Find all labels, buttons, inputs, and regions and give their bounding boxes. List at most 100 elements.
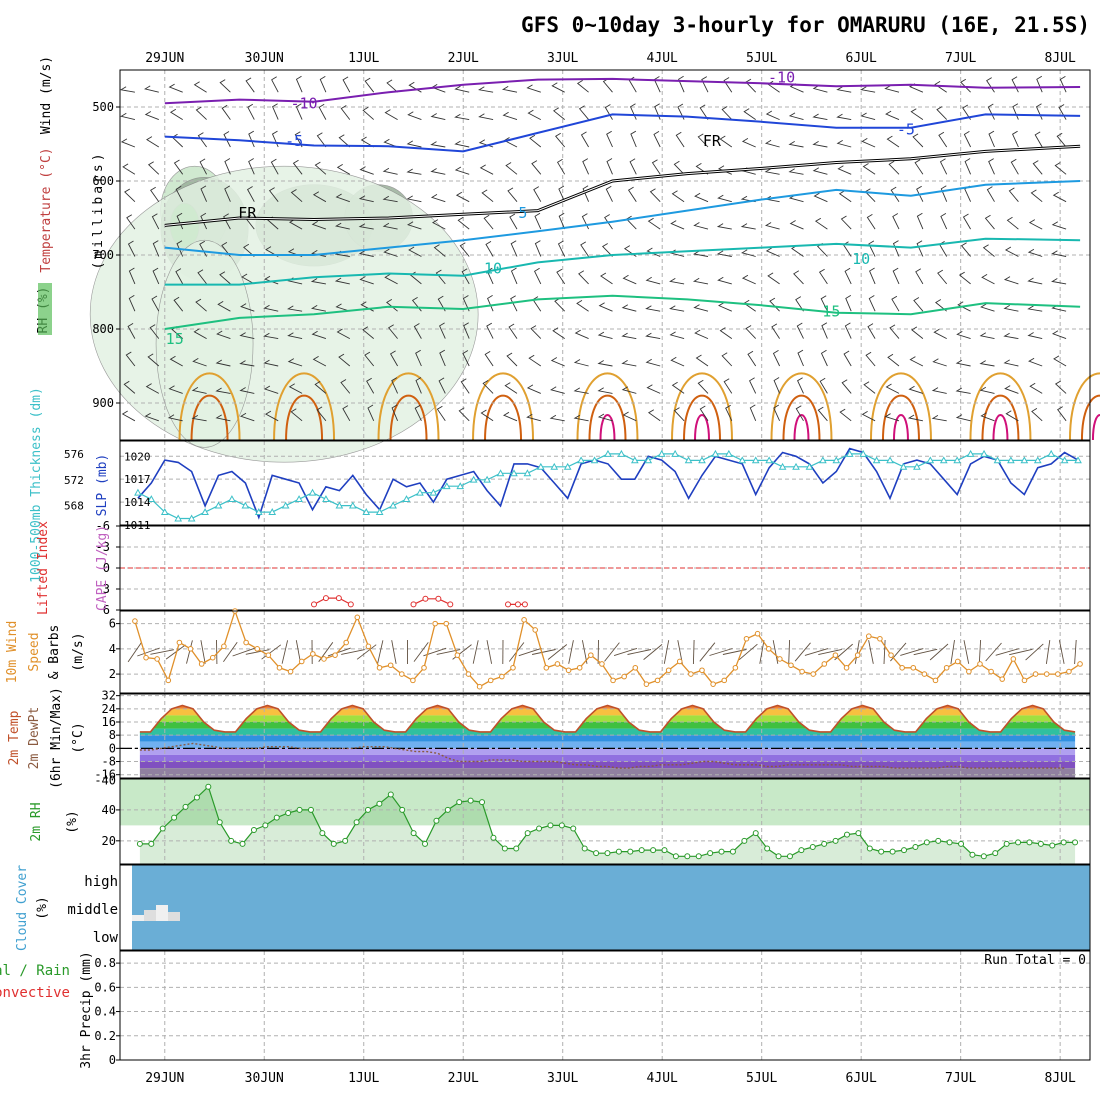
li-line xyxy=(413,598,451,605)
wind-speed-marker xyxy=(954,658,961,665)
temp-band xyxy=(139,735,1076,742)
thickness-marker xyxy=(604,449,612,457)
wind-barb xyxy=(749,404,757,421)
wind-barb-10m xyxy=(788,639,791,665)
rh-marker xyxy=(593,850,600,857)
wind-barb-10m xyxy=(890,642,907,662)
wind-barb xyxy=(122,163,136,175)
wind-barb xyxy=(462,350,470,367)
wind-barb xyxy=(462,295,470,312)
rh-marker xyxy=(353,819,360,826)
wind-barb xyxy=(821,322,828,339)
thickness-marker xyxy=(295,495,303,503)
cape-contour-inner xyxy=(190,394,229,441)
wind-barb xyxy=(764,222,780,230)
rh-units: (%) xyxy=(65,810,80,833)
wind-barb xyxy=(415,377,422,394)
wind-barb xyxy=(962,213,971,230)
cape-contour-outer xyxy=(472,372,535,441)
wind-barb xyxy=(287,332,303,340)
wind-speed-marker xyxy=(387,662,394,669)
contour-label: -10 xyxy=(768,69,795,87)
wind-barb xyxy=(248,130,255,148)
wind-barb xyxy=(955,414,971,422)
rh-marker xyxy=(992,850,999,857)
cape-contour-core xyxy=(793,414,810,441)
wind-speed-marker xyxy=(1010,656,1017,662)
wind-speed-marker xyxy=(732,664,739,671)
contour-label: -5 xyxy=(285,132,303,150)
wind-barb xyxy=(311,250,327,257)
rh-marker xyxy=(364,806,371,813)
wind-barb xyxy=(1028,219,1043,230)
wind-barb xyxy=(693,222,709,230)
contour-label: FR xyxy=(238,204,257,222)
wind-barb xyxy=(772,350,781,367)
wind-barb-10m xyxy=(604,642,620,662)
wind-barb xyxy=(555,132,566,148)
wind-barb xyxy=(221,104,231,120)
isotherm-10 xyxy=(164,237,1081,286)
temp-band xyxy=(139,741,1076,749)
wind-barb xyxy=(125,351,136,367)
wind-barb xyxy=(962,104,971,120)
wind-barb xyxy=(336,328,351,339)
wind-barb xyxy=(144,111,159,121)
thickness-marker xyxy=(993,456,1002,464)
wind-barb xyxy=(606,158,613,175)
wind-barb xyxy=(1036,75,1043,93)
wind-barb xyxy=(127,323,136,339)
rh-marker xyxy=(296,806,303,813)
wind-barb xyxy=(988,130,995,148)
thickness-marker xyxy=(1007,456,1015,464)
cape-contour-core xyxy=(992,414,1009,441)
precip-tick-label: 0.2 xyxy=(94,1029,116,1043)
wind-barb xyxy=(167,414,183,422)
thickness-marker xyxy=(254,508,263,515)
wind-barb xyxy=(383,248,398,257)
cloud-middle-patch xyxy=(168,912,180,921)
wind-barb xyxy=(362,326,374,339)
wind-barb xyxy=(695,354,709,367)
rh-marker xyxy=(958,840,965,847)
wind-barb xyxy=(338,134,351,148)
wind-speed-marker xyxy=(610,677,616,684)
wind-barb xyxy=(621,386,637,394)
pressure-tick-label: 800 xyxy=(92,322,114,336)
thickness-marker xyxy=(590,456,599,464)
rh-marker xyxy=(1003,840,1010,847)
wind-barb xyxy=(939,158,948,175)
rh-marker xyxy=(262,822,269,829)
wind-barb xyxy=(747,350,757,367)
cloud-level-label: middle xyxy=(67,902,118,918)
wind-barb-10m xyxy=(452,644,472,660)
wind-barb xyxy=(839,408,852,422)
cape-contour-outer xyxy=(671,372,733,441)
wind-barb xyxy=(128,295,136,312)
wind-barb xyxy=(582,158,590,175)
wind-barb xyxy=(673,160,685,175)
thickness-marker xyxy=(241,501,250,509)
wind-barb xyxy=(459,242,470,257)
cloud-middle-patch xyxy=(132,915,144,921)
wind-barb xyxy=(860,86,876,93)
rh-marker xyxy=(330,840,337,847)
rh-marker xyxy=(1026,839,1033,846)
thickness-marker xyxy=(913,462,921,470)
wind-barb xyxy=(1031,408,1043,422)
wind-barb xyxy=(773,377,781,394)
thickness-marker xyxy=(1033,456,1042,464)
wind-barb-10m xyxy=(978,639,982,665)
wind-barb xyxy=(247,103,255,120)
wind-barb xyxy=(771,323,780,339)
wind-barb xyxy=(340,379,351,394)
cloud-middle-patch xyxy=(144,910,156,921)
thickness-marker xyxy=(617,449,626,457)
wind-barb xyxy=(1011,76,1019,93)
thickness-marker xyxy=(416,488,424,496)
wind-barb-10m xyxy=(985,642,1002,662)
thickness-marker xyxy=(671,449,679,457)
wind-barb-10m xyxy=(281,640,289,664)
temp-tick-extra: -40 xyxy=(94,773,116,787)
wind-barb xyxy=(864,188,876,203)
